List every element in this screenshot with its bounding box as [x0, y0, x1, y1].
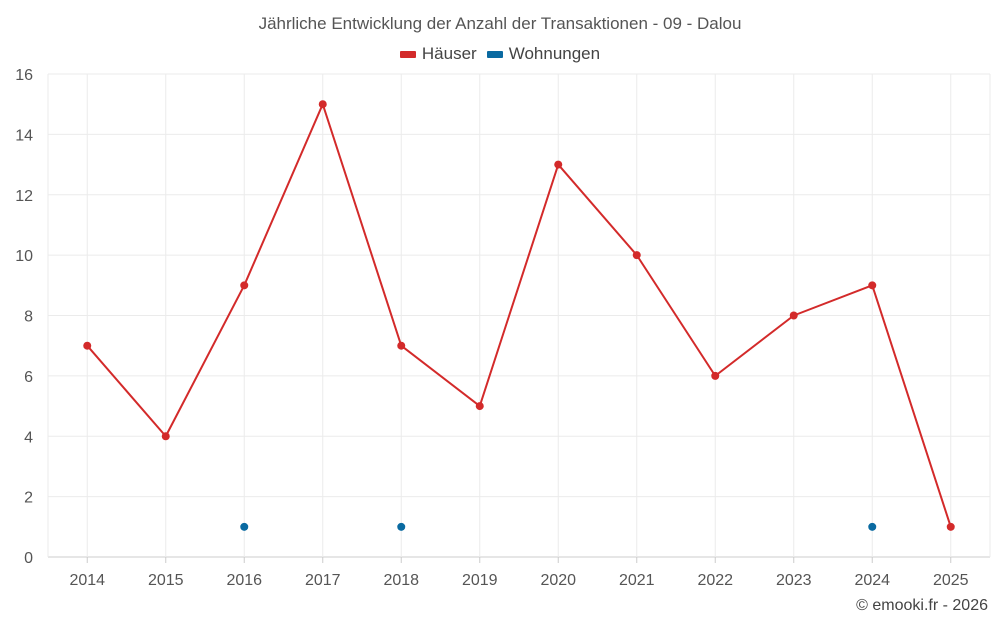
- data-point-series-0: [397, 341, 406, 350]
- data-point-series-1: [868, 522, 877, 531]
- legend-swatch-haeuser: [399, 50, 416, 58]
- x-tick-label: 2017: [305, 572, 341, 589]
- legend-label-wohnungen: Wohnungen: [508, 44, 601, 63]
- series-line-0: [86, 103, 952, 528]
- data-point-series-0: [161, 432, 170, 441]
- data-point-series-0: [240, 281, 249, 290]
- x-tick-label: 2014: [69, 572, 105, 589]
- data-point-series-0: [789, 311, 798, 320]
- data-point-series-0: [554, 160, 563, 169]
- x-tick-label: 2016: [226, 572, 262, 589]
- data-point-series-0: [868, 281, 877, 290]
- legend-label-haeuser: Häuser: [421, 44, 477, 63]
- data-point-series-1: [397, 522, 406, 531]
- y-tick-label: 12: [15, 188, 33, 205]
- y-tick-label: 14: [15, 127, 33, 144]
- legend-item-haeuser[interactable]: Häuser: [399, 44, 477, 64]
- y-tick-label: 10: [15, 248, 33, 265]
- y-tick-label: 0: [24, 550, 33, 567]
- data-point-series-1: [240, 522, 249, 531]
- y-tick-label: 2: [24, 490, 33, 507]
- x-tick-label: 2022: [697, 572, 733, 589]
- x-tick-label: 2018: [383, 572, 419, 589]
- x-tick-label: 2023: [776, 572, 812, 589]
- data-point-series-0: [632, 251, 641, 260]
- data-point-series-0: [475, 402, 484, 411]
- chart-title: Jährliche Entwicklung der Anzahl der Tra…: [258, 14, 742, 33]
- data-point-series-0: [318, 100, 327, 109]
- y-tick-label: 4: [24, 429, 33, 446]
- legend-swatch-wohnungen: [486, 50, 503, 58]
- y-tick-label: 8: [24, 309, 33, 326]
- y-tick-label: 16: [15, 67, 33, 84]
- x-tick-label: 2015: [148, 572, 184, 589]
- legend: Häuser Wohnungen: [0, 44, 1000, 64]
- legend-item-wohnungen[interactable]: Wohnungen: [486, 44, 601, 64]
- x-tick-label: 2025: [933, 572, 969, 589]
- credit-text: © emooki.fr - 2026: [856, 597, 988, 614]
- y-tick-label: 6: [24, 369, 33, 386]
- x-tick-label: 2019: [462, 572, 498, 589]
- data-point-series-0: [946, 522, 955, 531]
- data-point-series-0: [711, 371, 720, 380]
- x-tick-label: 2024: [854, 572, 890, 589]
- x-tick-label: 2020: [540, 572, 576, 589]
- data-point-series-0: [83, 341, 92, 350]
- x-tick-label: 2021: [619, 572, 655, 589]
